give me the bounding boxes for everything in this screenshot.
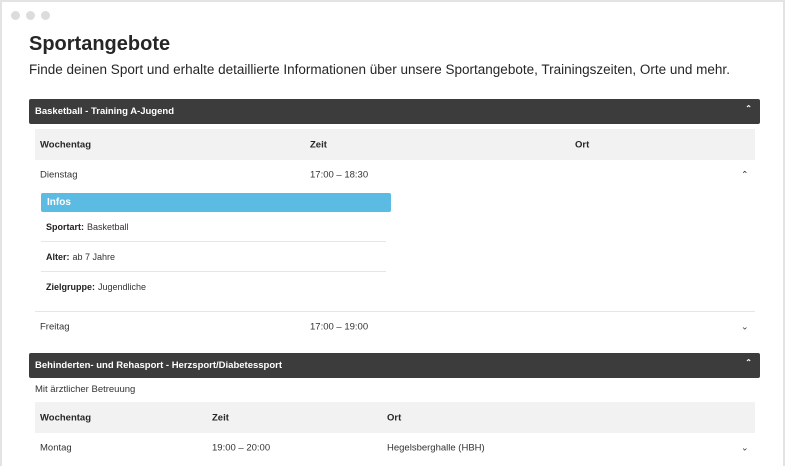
- accordion-header-basketball[interactable]: Basketball - Training A-Jugend ⌃: [29, 99, 760, 124]
- chevron-up-icon: ⌃: [745, 104, 752, 113]
- table-row[interactable]: Montag 19:00 – 20:00 Hegelsberghalle (HB…: [35, 433, 755, 463]
- info-label: Sportart:: [46, 221, 84, 232]
- page-subtitle: Finde deinen Sport und erhalte detaillie…: [29, 62, 730, 77]
- chevron-down-icon[interactable]: ⌄: [741, 442, 749, 453]
- info-row-alter: Alter: ab 7 Jahre: [41, 242, 386, 272]
- info-label: Alter:: [46, 251, 70, 262]
- column-header-wochentag: Wochentag: [40, 139, 92, 150]
- info-value: Basketball: [87, 221, 129, 232]
- column-header-ort: Ort: [575, 139, 590, 150]
- row-day: Freitag: [40, 321, 70, 333]
- column-header-zeit: Zeit: [212, 412, 229, 423]
- info-label: Zielgruppe:: [46, 282, 95, 292]
- table-header: Wochentag Zeit Ort: [35, 129, 755, 160]
- window-minimize-dot[interactable]: [26, 11, 35, 20]
- info-row-sportart: Sportart: Basketball: [41, 212, 386, 242]
- window-close-dot[interactable]: [11, 11, 20, 20]
- row-divider: [35, 311, 755, 312]
- table-row[interactable]: Freitag 17:00 – 19:00 ⌄: [35, 312, 755, 342]
- window-controls: [11, 11, 50, 20]
- infos-heading: Infos: [41, 193, 391, 212]
- section-note: Mit ärztlicher Betreuung: [35, 384, 136, 395]
- info-value: Jugendliche: [98, 282, 147, 292]
- page-title: Sportangebote: [29, 33, 171, 55]
- row-time: 17:00 – 19:00: [310, 321, 369, 333]
- chevron-up-icon: ⌃: [745, 358, 752, 367]
- chevron-down-icon[interactable]: ⌄: [741, 321, 749, 332]
- row-time: 17:00 – 18:30: [310, 169, 369, 181]
- table-header: Wochentag Zeit Ort: [35, 402, 755, 433]
- column-header-zeit: Zeit: [310, 139, 327, 150]
- info-value: ab 7 Jahre: [72, 251, 116, 262]
- chevron-up-icon[interactable]: ⌃: [741, 169, 749, 180]
- accordion-title: Behinderten- und Rehasport - Herzsport/D…: [35, 360, 283, 371]
- row-day: Dienstag: [40, 169, 78, 181]
- window-maximize-dot[interactable]: [41, 11, 50, 20]
- column-header-ort: Ort: [387, 412, 402, 423]
- accordion-title: Basketball - Training A-Jugend: [35, 106, 175, 117]
- row-place: Hegelsberghalle (HBH): [387, 442, 485, 454]
- table-row[interactable]: Dienstag 17:00 – 18:30 ⌃: [35, 160, 755, 190]
- info-row-zielgruppe: Zielgruppe: Jugendliche: [41, 272, 386, 302]
- column-header-wochentag: Wochentag: [40, 412, 92, 423]
- accordion-header-rehasport[interactable]: Behinderten- und Rehasport - Herzsport/D…: [29, 353, 760, 378]
- row-time: 19:00 – 20:00: [212, 442, 271, 454]
- row-day: Montag: [40, 442, 72, 454]
